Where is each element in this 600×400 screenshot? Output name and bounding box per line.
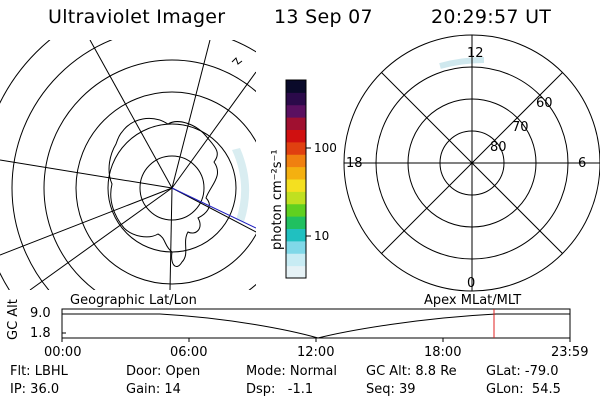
lat-circle bbox=[139, 155, 205, 221]
geo-map-label: Geographic Lat/Lon bbox=[70, 293, 197, 308]
meridian bbox=[171, 187, 256, 233]
color-bar-band bbox=[286, 141, 306, 155]
meridian bbox=[171, 40, 211, 189]
polar-plot bbox=[343, 34, 600, 292]
lat-circle bbox=[75, 91, 256, 285]
strip-xtick-0000: 00:00 bbox=[44, 345, 82, 360]
dsp-info: Dsp: -1.1 bbox=[246, 382, 314, 397]
polar-lat-70: 70 bbox=[512, 120, 529, 135]
polar-hour-6: 6 bbox=[578, 156, 587, 171]
filter-info: Flt: LBHL bbox=[10, 364, 68, 379]
color-bar-band bbox=[286, 179, 306, 192]
altitude-curve bbox=[62, 313, 570, 339]
glon-info: GLon: 54.5 bbox=[486, 382, 561, 397]
geographic-map bbox=[0, 40, 256, 290]
color-bar-band bbox=[286, 129, 306, 143]
meridian bbox=[89, 40, 173, 189]
polar-hour-0: 0 bbox=[467, 276, 476, 291]
gc-alt-info: GC Alt: 8.8 Re bbox=[366, 364, 457, 379]
strip-ylabel: GC Alt bbox=[6, 299, 21, 340]
ip-info: IP: 36.0 bbox=[10, 382, 60, 397]
seq-info: Seq: 39 bbox=[366, 382, 416, 397]
strip-ytick-1-8: 1.8 bbox=[30, 326, 51, 341]
strip-xtick-1800: 18:00 bbox=[424, 345, 462, 360]
color-bar-band bbox=[286, 92, 306, 106]
polar-diagonal bbox=[381, 72, 563, 254]
ground-track bbox=[171, 187, 256, 229]
colorbar-label-100: 100 bbox=[314, 141, 337, 155]
color-bar-band bbox=[286, 240, 306, 254]
glat-info: GLat: -79.0 bbox=[486, 364, 559, 379]
meridian bbox=[29, 187, 173, 290]
color-bar-band bbox=[286, 154, 306, 168]
colorbar-label-10: 10 bbox=[314, 229, 330, 243]
meridian bbox=[0, 187, 173, 256]
color-bar-band bbox=[286, 216, 306, 229]
lat-circle bbox=[43, 59, 256, 290]
strip-ytick-9: 9.0 bbox=[30, 306, 51, 321]
color-bar-band bbox=[286, 253, 306, 267]
aurora-glow bbox=[232, 148, 250, 222]
color-bar-band bbox=[286, 228, 306, 242]
color-bar-band bbox=[286, 191, 306, 205]
color-bar bbox=[285, 79, 311, 279]
door-info: Door: Open bbox=[126, 364, 201, 379]
lat-circle bbox=[11, 40, 256, 290]
color-bar-band bbox=[286, 104, 306, 118]
color-bar-band bbox=[286, 166, 306, 180]
polar-lat-80: 80 bbox=[490, 140, 507, 155]
color-bar-band bbox=[286, 203, 306, 217]
meridian bbox=[171, 71, 256, 189]
color-bar-band bbox=[286, 117, 306, 130]
color-bar-frame bbox=[285, 79, 307, 279]
strip-xtick-2359: 23:59 bbox=[551, 345, 589, 360]
app-title: Ultraviolet Imager bbox=[48, 6, 226, 28]
strip-xtick-0600: 06:00 bbox=[170, 345, 208, 360]
polar-hour-12: 12 bbox=[467, 46, 484, 61]
polar-aurora bbox=[439, 57, 485, 69]
meridian bbox=[0, 159, 173, 189]
color-bar-band bbox=[286, 80, 306, 93]
meridian bbox=[169, 187, 173, 290]
polar-hour-18: 18 bbox=[346, 156, 363, 171]
strip-xtick-1200: 12:00 bbox=[297, 345, 335, 360]
gain-info: Gain: 14 bbox=[126, 382, 181, 397]
polar-plot-label: Apex MLat/MLT bbox=[424, 293, 522, 308]
lat-circle bbox=[0, 40, 51, 290]
time-label: 20:29:57 UT bbox=[431, 6, 552, 28]
coastline bbox=[108, 117, 219, 267]
date-label: 13 Sep 07 bbox=[274, 6, 373, 28]
color-bar-band bbox=[286, 265, 306, 279]
mode-info: Mode: Normal bbox=[246, 364, 337, 379]
polar-lat-60: 60 bbox=[536, 96, 553, 111]
coastline-fragment bbox=[231, 57, 243, 65]
altitude-strip bbox=[61, 308, 571, 342]
colorbar-unit-label: photon cm⁻²s⁻¹ bbox=[270, 149, 285, 250]
